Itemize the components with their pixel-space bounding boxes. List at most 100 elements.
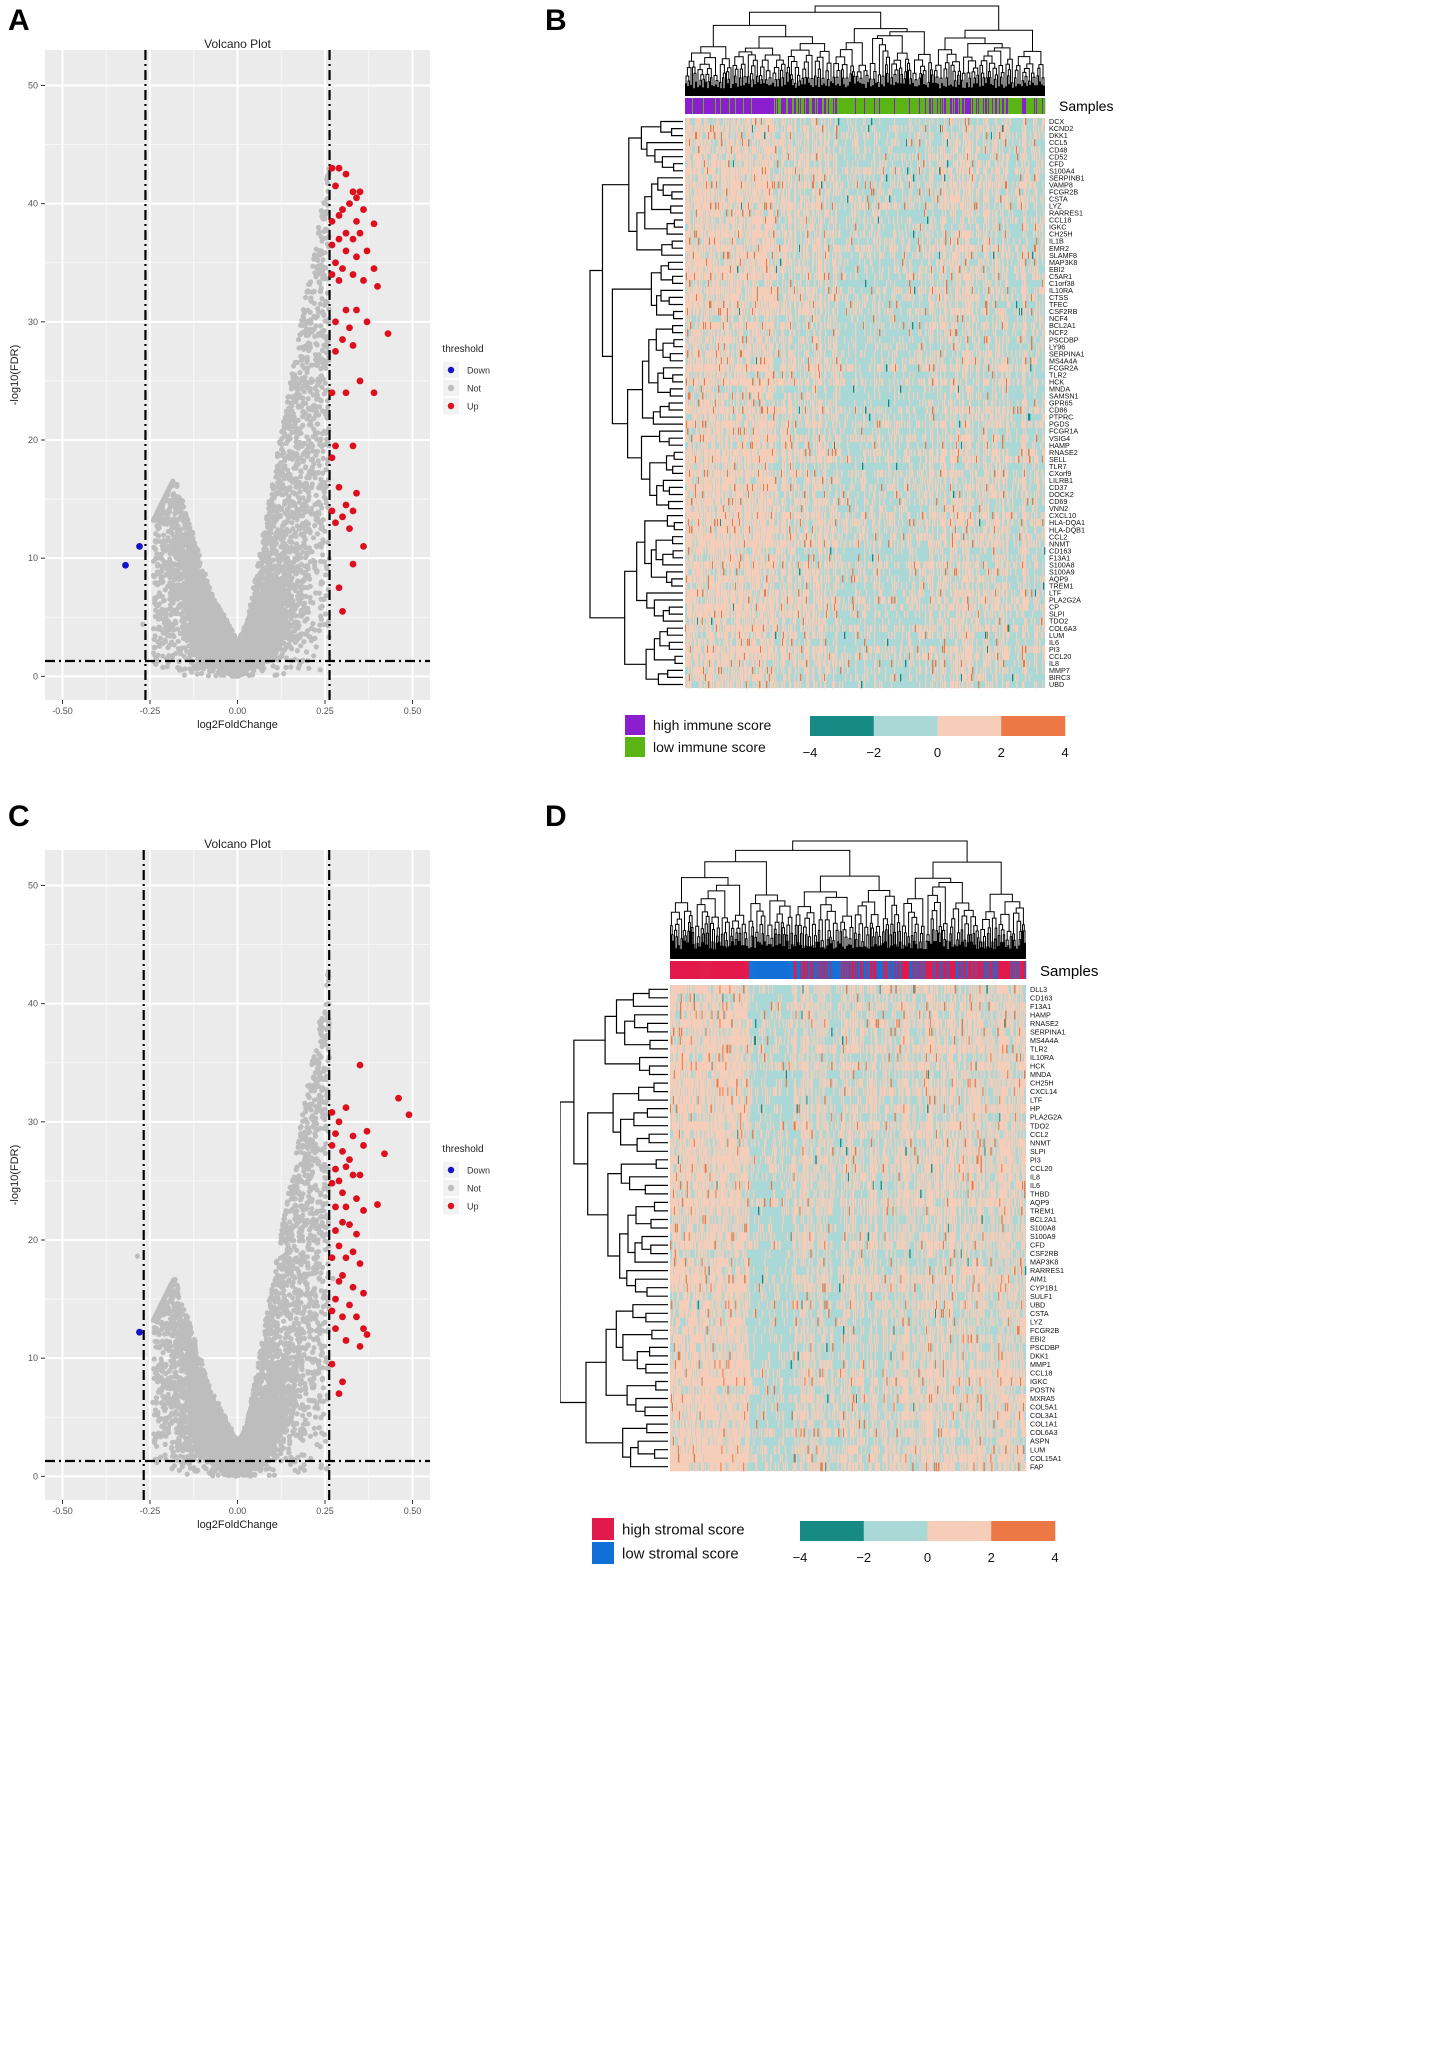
not-point [181, 608, 187, 615]
not-point [152, 613, 158, 620]
not-point [269, 482, 275, 488]
not-point [213, 673, 219, 679]
not-point [304, 551, 310, 558]
not-point [318, 234, 324, 240]
not-point [167, 550, 173, 557]
not-point [290, 526, 296, 532]
not-point [288, 544, 294, 551]
not-point [316, 462, 322, 468]
not-point [284, 467, 291, 473]
not-point [325, 539, 331, 545]
not-point [324, 407, 330, 414]
not-point [181, 653, 187, 659]
not-point [324, 566, 330, 572]
not-point [323, 572, 329, 578]
not-point [308, 418, 314, 424]
not-point [278, 535, 284, 541]
not-point [169, 610, 175, 617]
not-point [318, 519, 324, 525]
not-point [300, 459, 306, 465]
not-point [314, 421, 320, 427]
not-point [321, 264, 327, 270]
not-point [323, 365, 329, 371]
not-point [321, 200, 328, 206]
not-point [175, 626, 181, 632]
not-point [279, 651, 285, 657]
not-point [167, 580, 173, 586]
not-point [300, 422, 306, 428]
not-point [171, 642, 177, 648]
not-point [314, 544, 320, 550]
not-point [173, 516, 179, 523]
not-point [309, 549, 315, 555]
not-point [150, 558, 157, 564]
not-point [298, 469, 304, 475]
not-point [151, 544, 157, 551]
not-point [160, 598, 166, 604]
not-point [288, 539, 294, 545]
not-point [318, 558, 324, 565]
panel-letter-b: B [545, 4, 567, 38]
not-point [182, 525, 188, 531]
not-point [206, 663, 212, 670]
not-point [169, 606, 175, 613]
not-point [167, 562, 173, 568]
not-point [282, 572, 289, 579]
not-point [156, 590, 163, 596]
not-point [312, 475, 318, 481]
not-point [299, 362, 305, 368]
not-point [174, 524, 180, 530]
not-point [312, 523, 318, 529]
not-point [315, 257, 321, 263]
not-point [301, 639, 307, 645]
not-point [303, 294, 309, 301]
not-point [318, 613, 324, 619]
volcano-plot-a: Volcano Plot-0.50 -0.25 0.00 0.25 0.50010203… [9, 37, 490, 730]
not-point [154, 582, 161, 588]
panel-letter-c: C [8, 800, 30, 834]
not-point [180, 635, 187, 642]
not-point [288, 664, 294, 670]
not-point [183, 532, 189, 539]
not-point [165, 529, 171, 535]
not-point [288, 616, 294, 622]
not-point [285, 394, 291, 400]
not-point [159, 593, 165, 600]
not-point [310, 600, 316, 606]
not-point [309, 377, 315, 383]
not-point [295, 337, 302, 343]
not-point [313, 644, 319, 650]
not-point [288, 386, 294, 392]
not-point [322, 380, 328, 386]
not-point [323, 388, 329, 394]
not-point [293, 439, 299, 445]
not-point [189, 536, 195, 542]
not-point [153, 661, 159, 667]
not-point [318, 398, 324, 404]
not-point [311, 653, 317, 659]
not-point [165, 583, 171, 590]
not-point [297, 489, 303, 495]
not-point [300, 329, 306, 335]
not-point [315, 509, 322, 515]
not-point [320, 308, 326, 315]
not-point [313, 396, 320, 402]
not-point [323, 593, 329, 599]
not-point [297, 370, 303, 376]
not-point [304, 434, 310, 440]
not-point [302, 563, 308, 569]
not-point [295, 417, 301, 423]
not-point [273, 513, 279, 519]
not-point [158, 551, 164, 557]
not-point [307, 389, 313, 395]
not-point [294, 648, 300, 654]
not-point [300, 549, 306, 555]
not-point [323, 500, 329, 506]
not-point [294, 359, 300, 366]
not-point [316, 590, 322, 596]
not-point [167, 602, 174, 608]
not-point [282, 463, 288, 469]
not-point [318, 436, 324, 442]
not-points [140, 166, 332, 679]
not-point [312, 270, 318, 276]
